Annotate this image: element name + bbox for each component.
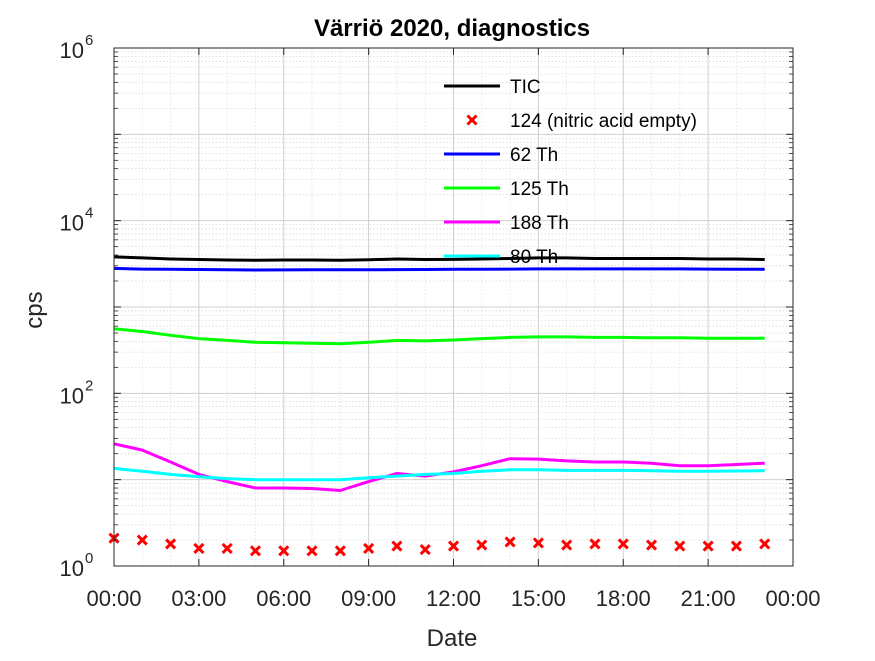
marker-stroke: [136, 534, 148, 546]
y-tick-exponent: 0: [85, 550, 93, 567]
marker-stroke: [674, 540, 686, 552]
legend: TIC 124 (nitric acid empty) 62 Th 125 Th 188…: [444, 77, 697, 268]
legend-label: TIC: [510, 77, 541, 98]
data-point-marker: [221, 542, 233, 554]
marker-stroke: [165, 538, 177, 550]
legend-label: 188 Th: [510, 213, 569, 234]
data-point-marker: [363, 542, 375, 554]
legend-item: 124 (nitric acid empty): [466, 111, 697, 132]
data-point-marker: [702, 540, 714, 552]
marker-stroke: [363, 542, 375, 554]
series-line: [113, 266, 765, 272]
marker-stroke: [306, 545, 318, 557]
marker-stroke: [589, 538, 601, 550]
data-point-marker: [334, 545, 346, 557]
legend-item: 62 Th: [444, 145, 558, 166]
marker-stroke: [391, 540, 403, 552]
x-tick-label: 03:00: [171, 586, 226, 611]
marker-stroke: [476, 539, 488, 551]
x-tick-label: 06:00: [256, 586, 311, 611]
marker-stroke: [249, 545, 262, 557]
marker-stroke: [447, 540, 460, 552]
marker-stroke: [617, 538, 629, 550]
marker-stroke: [193, 542, 205, 554]
marker-stroke: [334, 545, 346, 557]
data-point-marker: [645, 539, 658, 551]
marker-stroke: [419, 544, 431, 556]
axes-layer: 00:00 03:00 06:00 09:00 12:00 15:00 18:00 21:00…: [60, 32, 821, 611]
data-point-marker: [476, 539, 488, 551]
data-point-marker: [306, 545, 318, 557]
y-tick-label: 10: [60, 38, 84, 63]
marker-stroke: [221, 542, 233, 554]
legend-item: TIC: [444, 77, 541, 98]
data-point-marker: [193, 542, 205, 554]
data-point-marker: [730, 540, 742, 552]
legend-item: 125 Th: [444, 179, 569, 200]
marker-stroke: [702, 540, 714, 552]
data-point-marker: [447, 540, 460, 552]
y-tick-label: 10: [60, 556, 84, 581]
series-line: [113, 255, 765, 262]
y-tick-exponent: 2: [85, 377, 93, 394]
marker-stroke: [759, 538, 771, 550]
y-tick-exponent: 4: [85, 205, 93, 222]
data-point-marker: [249, 545, 262, 557]
series-line: [113, 327, 765, 346]
series-3: [113, 327, 765, 346]
legend-label: 80 Th: [510, 247, 558, 268]
legend-label: 125 Th: [510, 179, 569, 200]
data-point-marker: [391, 540, 403, 552]
legend-item: 80 Th: [444, 247, 558, 268]
marker-stroke: [730, 540, 742, 552]
data-point-marker: [419, 544, 431, 556]
y-tick-exponent: 6: [85, 32, 93, 49]
x-tick-label: 18:00: [596, 586, 651, 611]
x-axis-label: Date: [427, 625, 478, 652]
marker-stroke: [645, 539, 658, 551]
x-tick-label: 15:00: [511, 586, 566, 611]
data-point-marker: [589, 538, 601, 550]
marker-stroke: [561, 539, 573, 551]
data-point-marker: [165, 538, 177, 550]
series-line: [113, 466, 765, 482]
data-point-marker: [136, 534, 148, 546]
marker-stroke: [504, 536, 516, 548]
data-point-marker: [561, 539, 573, 551]
chart-title: Värriö 2020, diagnostics: [314, 15, 590, 42]
x-tick-label: 00:00: [765, 586, 820, 611]
x-tick-label: 00:00: [86, 586, 141, 611]
y-tick-label: 10: [60, 383, 84, 408]
data-point-marker: [278, 545, 290, 557]
x-tick-label: 12:00: [426, 586, 481, 611]
series-5: [113, 466, 765, 482]
legend-label: 62 Th: [510, 145, 558, 166]
legend-label: 124 (nitric acid empty): [510, 111, 697, 132]
marker-stroke: [278, 545, 290, 557]
y-axis-label: cps: [21, 291, 48, 328]
series-0: [113, 255, 765, 262]
data-point-marker: [759, 538, 771, 550]
x-tick-label: 09:00: [341, 586, 396, 611]
x-tick-label: 21:00: [681, 586, 736, 611]
y-tick-label: 10: [60, 211, 84, 236]
data-point-marker: [504, 536, 516, 548]
series-2: [113, 266, 765, 272]
legend-item: 188 Th: [444, 213, 569, 234]
legend-swatch: [466, 114, 478, 126]
data-point-marker: [617, 538, 629, 550]
data-point-marker: [532, 537, 544, 549]
data-point-marker: [674, 540, 686, 552]
marker-stroke: [532, 537, 544, 549]
